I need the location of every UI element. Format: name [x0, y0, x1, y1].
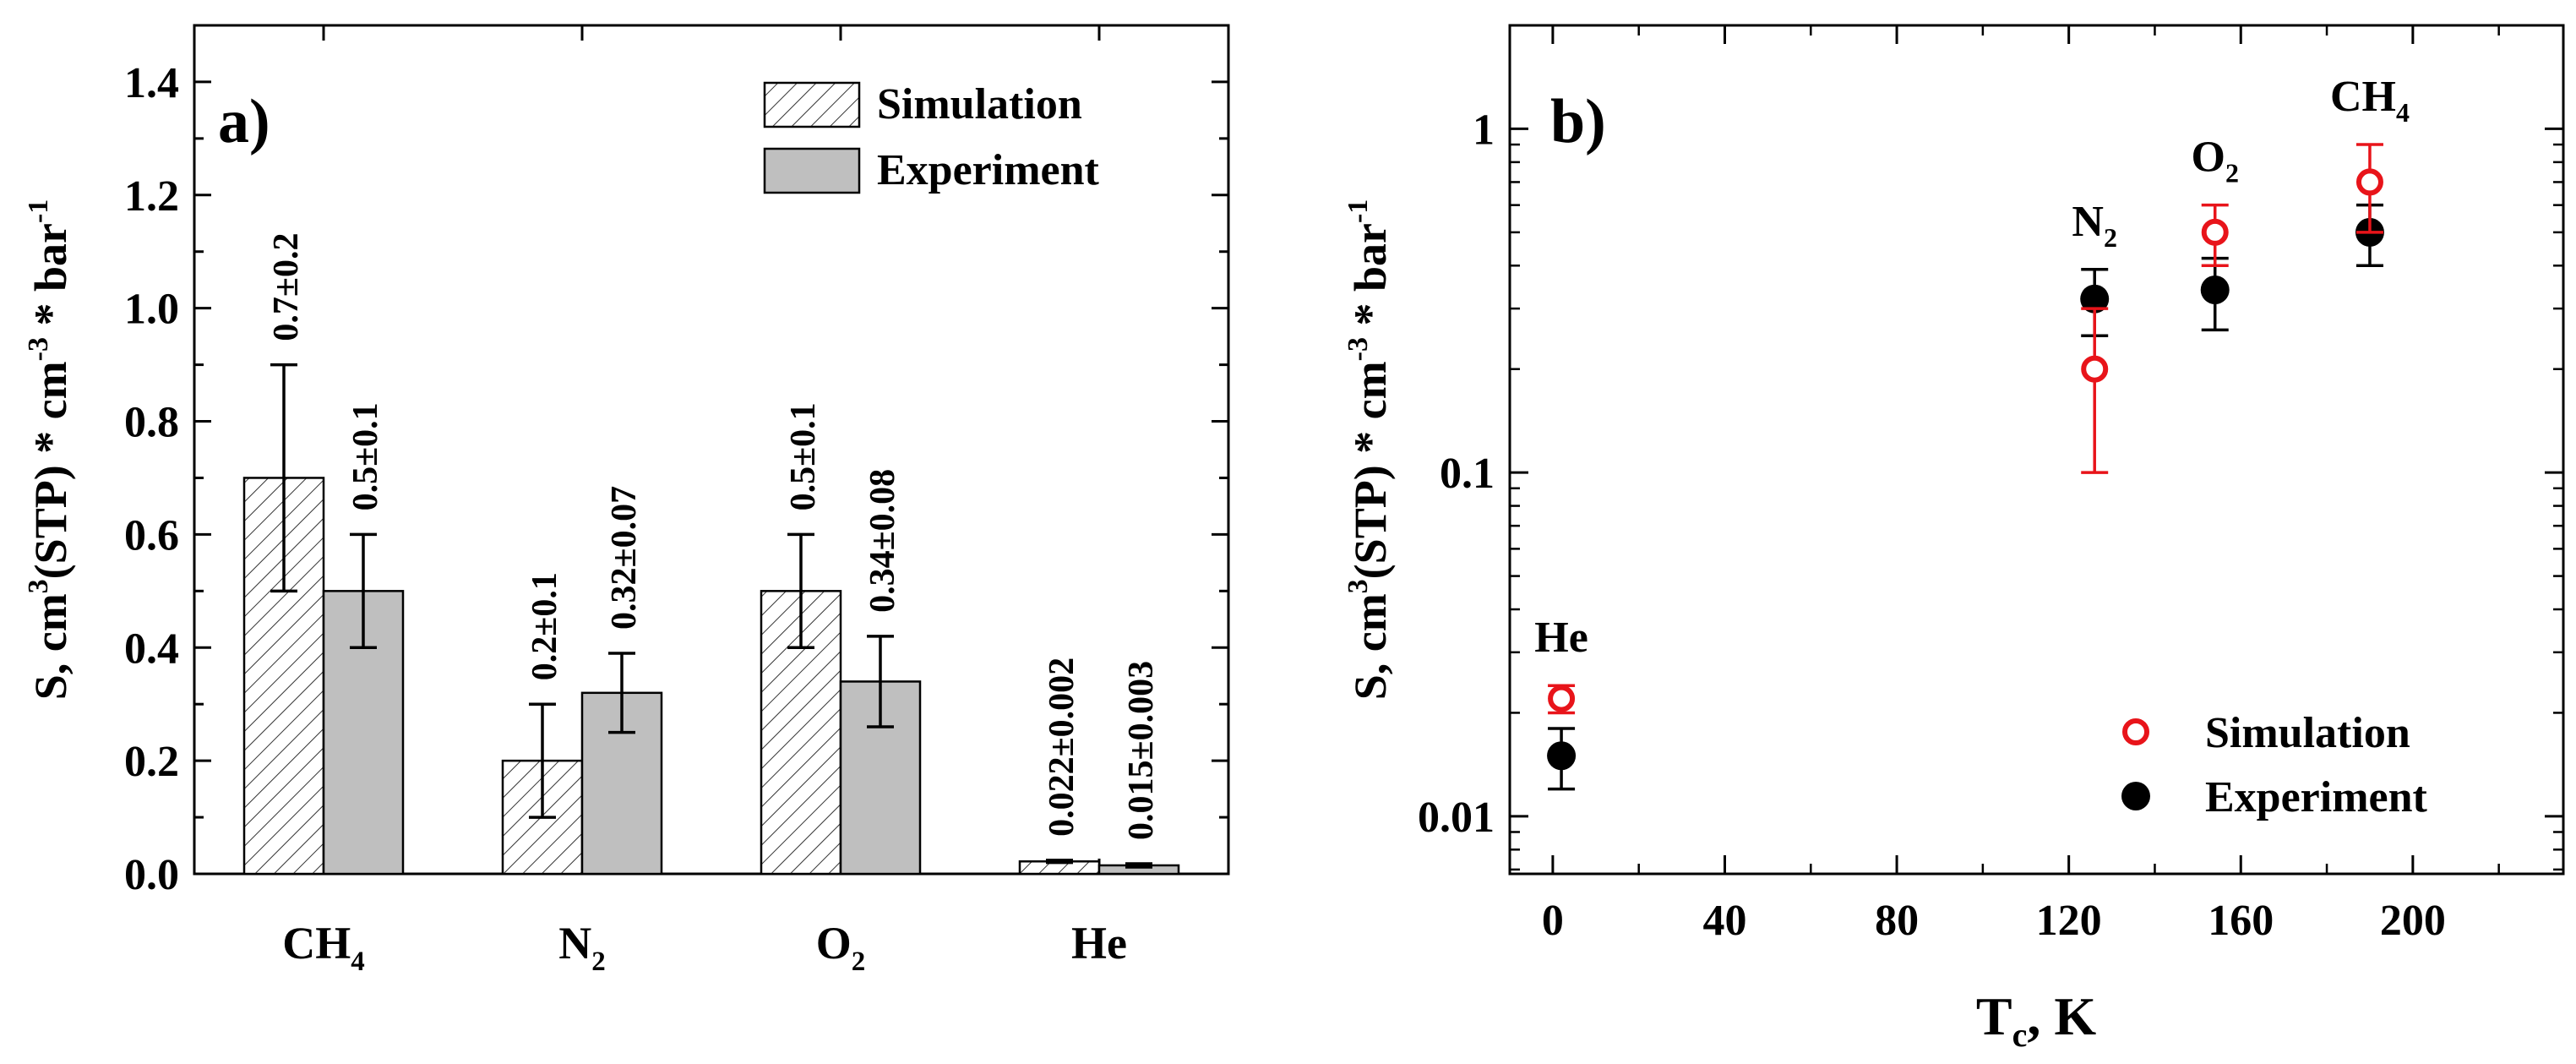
point-experiment [1547, 741, 1577, 771]
gas-annotation: He [1534, 614, 1588, 662]
y-tick-label: 0.1 [1440, 450, 1495, 498]
category-label: N2 [558, 918, 606, 977]
x-tick-label: 0 [1542, 897, 1564, 945]
panel-b-x-ticks [1551, 25, 2500, 874]
panel-a-y-tick-labels: 0.0 0.2 0.4 0.6 0.8 1.0 1.2 1.4 [124, 59, 179, 899]
panel-a-bar-chart: 0.00.20.40.60.81.01.21.4 0.7±0.20.5±0.10… [23, 24, 1230, 977]
legend-label-simulation: Simulation [877, 80, 1082, 128]
gas-annotation: N2 [2072, 198, 2117, 253]
legend-swatch-experiment [763, 147, 861, 194]
panel-a-bars [242, 477, 1180, 876]
y-tick-label: 1.2 [124, 172, 179, 221]
panel-a-y-axis-label: S, cm3(STP) * cm-3 * bar-1 [23, 199, 76, 701]
y-tick-label: 0.8 [124, 399, 179, 447]
panel-a-error-bars [270, 363, 1152, 869]
x-tick-label: 80 [1875, 897, 1919, 945]
gas-annotation: CH4 [2330, 73, 2410, 128]
y-tick-label: 0.0 [124, 851, 179, 899]
point-simulation [2081, 355, 2109, 383]
category-label: CH4 [282, 918, 365, 977]
x-tick-label: 40 [1702, 897, 1746, 945]
panel-a-value-labels: 0.7±0.2 0.5±0.1 0.2±0.1 0.32±0.07 0.5±0.1 0.3… [267, 233, 1161, 840]
y-tick-label: 1 [1473, 106, 1495, 154]
panel-b-x-axis-label: Tc, K [1976, 986, 2096, 1054]
panel-b-scatter-chart: 0.01 0.1 1 0 40 80 120 160 200 He N2 O2 CH4 b) S, … [1342, 24, 2565, 1054]
y-tick-label: 1.4 [124, 59, 179, 107]
value-label: 0.015±0.003 [1122, 661, 1161, 840]
panel-b-legend: Simulation Experiment [2121, 709, 2428, 821]
y-tick-label: 1.0 [124, 286, 179, 334]
category-label: He [1071, 918, 1127, 969]
x-tick-label: 200 [2380, 897, 2446, 945]
point-experiment [2080, 284, 2110, 314]
panel-a-frame [193, 24, 1230, 876]
point-experiment [2200, 275, 2230, 304]
panel-b-points [1547, 143, 2384, 791]
panel-b-gas-annotations: He N2 O2 CH4 [1534, 73, 2410, 662]
panel-b-y-tick-labels: 0.01 0.1 1 [1418, 106, 1495, 841]
point-simulation [1548, 685, 1576, 712]
legend-label-simulation: Simulation [2205, 709, 2410, 757]
legend-swatch-simulation [763, 81, 861, 128]
y-tick-label: 0.6 [124, 511, 179, 559]
value-label: 0.34±0.08 [863, 469, 902, 613]
panel-a-label: a) [218, 87, 270, 156]
value-label: 0.32±0.07 [605, 486, 644, 630]
legend-marker-experiment [2121, 782, 2150, 810]
value-label: 0.2±0.1 [526, 572, 564, 680]
panel-b-x-tick-labels: 0 40 80 120 160 200 [1542, 897, 2446, 945]
panel-b-y-axis-label: S, cm3(STP) * cm-3 * bar-1 [1342, 199, 1396, 701]
point-simulation [2355, 168, 2383, 196]
x-tick-label: 120 [2036, 897, 2102, 945]
point-simulation [2201, 218, 2229, 246]
panel-b-y-ticks [1510, 24, 2563, 871]
value-label: 0.5±0.1 [784, 402, 823, 510]
y-tick-label: 0.01 [1418, 794, 1495, 842]
category-label: O2 [816, 918, 866, 977]
panel-b-label: b) [1550, 87, 1606, 156]
legend-label-experiment: Experiment [2205, 773, 2428, 821]
x-tick-label: 160 [2208, 897, 2274, 945]
y-tick-label: 0.4 [124, 625, 179, 673]
legend-label-experiment: Experiment [877, 146, 1100, 194]
value-label: 0.022±0.002 [1043, 657, 1081, 837]
panel-a-category-labels: CH4 N2 O2 He [282, 918, 1127, 977]
legend-marker-simulation [2122, 718, 2149, 745]
gas-annotation: O2 [2192, 134, 2239, 188]
panel-b-frame [1508, 24, 2565, 876]
panel-a-legend: Simulation Experiment [763, 80, 1100, 194]
y-tick-label: 0.2 [124, 738, 179, 786]
value-label: 0.5±0.1 [346, 402, 385, 510]
value-label: 0.7±0.2 [267, 233, 306, 341]
